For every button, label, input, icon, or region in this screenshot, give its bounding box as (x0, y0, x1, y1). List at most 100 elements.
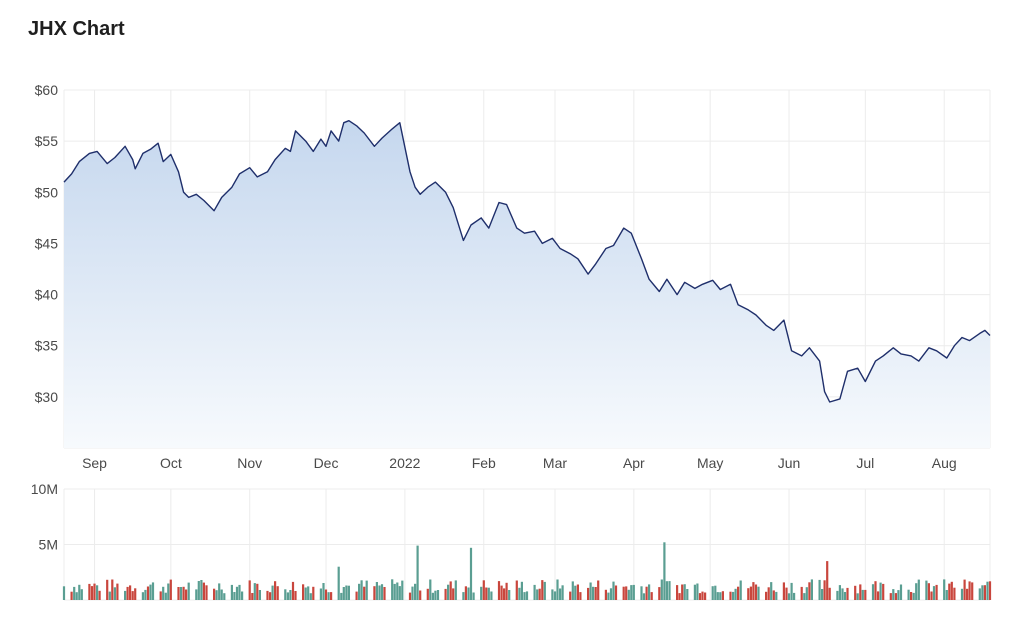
volume-bar (676, 585, 679, 600)
volume-bar (266, 590, 269, 600)
volume-bar (950, 581, 953, 600)
volume-bar (360, 580, 363, 600)
volume-bar (821, 589, 824, 600)
volume-bar (179, 587, 183, 600)
volume-bar (645, 586, 648, 600)
volume-bar (355, 591, 358, 600)
volume-bar (218, 583, 221, 600)
x-tick-label: Oct (160, 455, 182, 471)
volume-bar (533, 584, 536, 600)
volume-bar (126, 586, 129, 600)
volume-bar (932, 586, 936, 600)
volume-bar (146, 586, 150, 600)
volume-bar (642, 593, 646, 600)
volume-bar (701, 591, 704, 600)
volume-bar (78, 584, 81, 600)
volume-bar (205, 585, 208, 600)
volume-bar (258, 590, 261, 600)
volume-bar (930, 591, 933, 600)
volume-bar (696, 583, 699, 600)
volume-bar (96, 585, 99, 600)
volume-bar (80, 589, 83, 600)
volume-bar (365, 580, 368, 600)
volume-bar (910, 592, 913, 600)
volume-bar (838, 585, 841, 600)
volume-bar (805, 587, 808, 600)
volume-bar (144, 589, 147, 600)
volume-y-axis: 10M 5M (31, 481, 58, 553)
volume-bar (604, 589, 607, 600)
price-y-tick-label: $50 (35, 184, 59, 200)
volume-bar (375, 582, 378, 600)
volume-bar (660, 579, 663, 600)
volume-bar (627, 589, 630, 600)
volume-bar (757, 586, 760, 600)
volume-bar (480, 586, 483, 600)
volume-bar (124, 590, 127, 600)
volume-bar (826, 561, 829, 600)
volume-bar (711, 586, 714, 600)
volume-bar (986, 581, 989, 600)
volume-bar (378, 585, 381, 600)
volume-bar (793, 592, 796, 600)
volume-bar (429, 579, 432, 600)
volume-bar (307, 586, 310, 600)
volume-bar (312, 586, 315, 600)
volume-bar (871, 584, 875, 600)
price-y-tick-label: $40 (35, 287, 59, 303)
x-tick-label: 2022 (389, 455, 420, 471)
volume-bar (447, 584, 450, 600)
volume-bar (151, 582, 155, 600)
volume-bar (597, 580, 600, 600)
volume-bar (963, 579, 966, 600)
x-tick-label: Nov (237, 455, 262, 471)
volume-bar (551, 589, 554, 600)
volume-bar (220, 589, 223, 600)
volume-bar (698, 593, 702, 600)
volume-bar (729, 591, 732, 600)
volume-bar (859, 584, 862, 600)
volume-bar (612, 581, 615, 600)
volume-bar (589, 582, 592, 600)
volume-bar (538, 588, 541, 600)
volume-bar (309, 593, 312, 600)
volume-bar (90, 586, 94, 600)
volume-bar (490, 591, 493, 600)
volume-bar (302, 584, 305, 600)
volume-bar (693, 584, 696, 600)
volume-bar (561, 585, 564, 600)
volume-bar (274, 581, 277, 600)
volume-bar (803, 593, 806, 600)
volume-bar (520, 581, 523, 600)
volume-bar (289, 590, 292, 600)
volume-bar (116, 583, 119, 600)
volume-bar (106, 579, 109, 600)
volume-bar (373, 586, 376, 600)
volume-bar (482, 580, 485, 600)
volume-bar (141, 592, 144, 600)
volume-bar (625, 586, 628, 600)
volume-bar (472, 592, 475, 600)
volume-bar (134, 588, 137, 600)
volume-bar (810, 579, 813, 600)
volume-bar (892, 589, 895, 600)
volume-bar (960, 588, 964, 600)
x-tick-label: Jun (778, 455, 801, 471)
volume-bar (785, 587, 788, 600)
volume-bar (75, 592, 78, 600)
volume-bar (202, 582, 205, 600)
volume-bar (719, 592, 722, 600)
volume-bar (464, 586, 467, 600)
volume-bar (291, 581, 295, 600)
price-line (63, 120, 991, 403)
volume-bar (485, 587, 488, 600)
volume-bar (113, 587, 116, 600)
volume-bar (650, 592, 653, 600)
volume-bar (327, 592, 330, 600)
volume-bar (162, 586, 165, 600)
volume-bar (579, 592, 582, 600)
volume-bar (739, 580, 742, 600)
volume-bar (508, 590, 511, 600)
volume-bar (462, 592, 465, 600)
